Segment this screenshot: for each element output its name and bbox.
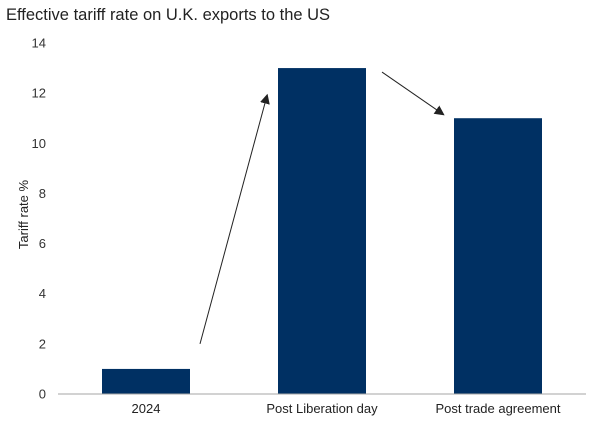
- x-tick-label: Post Liberation day: [266, 401, 378, 416]
- y-tick-label: 10: [32, 136, 46, 151]
- y-tick-label: 12: [32, 86, 46, 101]
- y-tick-label: 0: [39, 387, 46, 402]
- bar: [278, 68, 366, 395]
- annotations: [199, 71, 445, 344]
- y-tick-label: 6: [39, 236, 46, 251]
- y-axis-ticks: 0 2 4 6 8 10 12 14: [32, 36, 46, 402]
- y-axis-label: Tariff rate %: [16, 180, 31, 250]
- bars: [102, 68, 542, 395]
- x-tick-label: Post trade agreement: [435, 401, 560, 416]
- annotation-arrow: [199, 93, 270, 344]
- annotation-arrow: [381, 71, 445, 116]
- y-tick-label: 4: [39, 286, 46, 301]
- y-tick-label: 14: [32, 36, 46, 51]
- bar: [102, 368, 190, 394]
- y-tick-label: 2: [39, 336, 46, 351]
- x-tick-label: 2024: [132, 401, 161, 416]
- y-tick-label: 8: [39, 186, 46, 201]
- x-axis-ticks: 2024 Post Liberation day Post trade agreem…: [132, 401, 561, 416]
- bar: [454, 118, 542, 394]
- chart-title: Effective tariff rate on U.K. exports to…: [6, 6, 331, 24]
